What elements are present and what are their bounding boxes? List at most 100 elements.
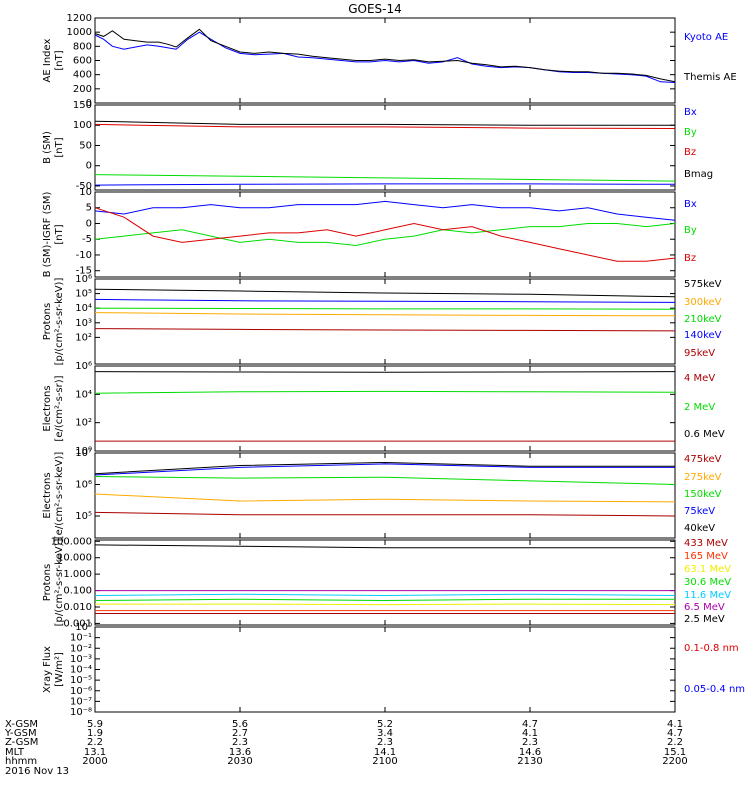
legend-entry: 2.5 MeV bbox=[684, 614, 725, 625]
x-row-label: MLT bbox=[5, 747, 25, 758]
legend-entry: Bz bbox=[684, 147, 696, 158]
legend-entry: 75keV bbox=[684, 506, 715, 517]
series-line-protons-4 bbox=[94, 328, 676, 332]
panel-frame bbox=[94, 104, 676, 191]
x-row-value: 2.7 bbox=[232, 728, 248, 739]
legend-entry: 0.6 MeV bbox=[684, 429, 725, 440]
x-row-value: 2100 bbox=[372, 756, 397, 767]
series-line-electrons1-1 bbox=[94, 390, 676, 394]
panel-frame bbox=[94, 626, 676, 713]
y-tick-label: 400 bbox=[73, 70, 92, 81]
series-line-protons-2 bbox=[94, 307, 676, 310]
y-tick-label: 100 bbox=[73, 120, 92, 131]
x-row-value: 13.1 bbox=[84, 747, 106, 758]
legend-entry: 150keV bbox=[684, 489, 722, 500]
legend-entry: Bz bbox=[684, 253, 696, 264]
x-row-value: 2000 bbox=[82, 756, 107, 767]
y-tick-label: 200 bbox=[73, 84, 92, 95]
date-label: 2016 Nov 13 bbox=[5, 766, 69, 777]
series-line-electrons2-0 bbox=[94, 511, 676, 517]
y-tick-label: 0 bbox=[86, 218, 92, 229]
series-line-bigrf-1 bbox=[94, 223, 676, 247]
x-axis-annotations: X-GSM 5.9 5.6 5.2 4.7 4.1Y-GSM 1.9 2.7 3.4 4.1 4.7… bbox=[4, 719, 688, 767]
panel-protons2: 0.001 0.010 0.100 1.000 10.000 100.000 Protons… bbox=[42, 536, 731, 629]
y-axis-label: [nT] bbox=[54, 50, 65, 70]
x-row-value: 14.1 bbox=[374, 747, 396, 758]
x-row-value: 14.6 bbox=[519, 747, 541, 758]
x-row-value: 2130 bbox=[517, 756, 542, 767]
y-tick-label: -5 bbox=[82, 234, 92, 245]
y-axis-label: AE Index bbox=[42, 38, 53, 82]
y-tick-label: 10⁻² bbox=[70, 643, 92, 654]
legend-entry: 4 MeV bbox=[684, 373, 715, 384]
legend-entry: 275keV bbox=[684, 472, 722, 483]
y-axis-label: [nT] bbox=[54, 224, 65, 244]
legend-entry: By bbox=[684, 225, 697, 236]
x-row-value: 5.2 bbox=[377, 719, 393, 730]
y-tick-label: 10⁶ bbox=[75, 479, 92, 490]
plot-title: GOES-14 bbox=[348, 2, 402, 16]
y-tick-label: 10³ bbox=[75, 318, 92, 329]
series-line-protons2-6 bbox=[94, 544, 675, 549]
y-axis-label: [p/(cm²-s-sr-keV)] bbox=[54, 539, 65, 627]
legend-entry: Bx bbox=[684, 199, 697, 210]
legend-entry: 11.6 MeV bbox=[684, 590, 731, 601]
y-axis-label: [p/(cm²-s-sr-keV)] bbox=[54, 278, 65, 366]
y-tick-label: 10.000 bbox=[57, 553, 92, 564]
legend-entry: 165 MeV bbox=[684, 551, 728, 562]
legend-entry: 63.1 MeV bbox=[684, 564, 731, 575]
legend-entry: 475keV bbox=[684, 454, 722, 465]
y-tick-label: 10 bbox=[79, 187, 92, 198]
y-tick-label: 10² bbox=[75, 332, 92, 343]
panel-protons: 10² 10³ 10⁴ 10⁵ 10⁶ Protons [p/(cm²-s-sr-keV)]… bbox=[42, 274, 722, 365]
series-line-bsm-2 bbox=[94, 123, 676, 129]
y-tick-label: 0 bbox=[86, 98, 92, 109]
x-row-label: Y-GSM bbox=[4, 728, 37, 739]
y-tick-label: 10⁻⁴ bbox=[70, 665, 92, 676]
legend-entry: Themis AE bbox=[683, 72, 737, 83]
x-row-value: 1.9 bbox=[87, 728, 103, 739]
y-tick-label: -15 bbox=[76, 266, 92, 277]
series-line-protons-1 bbox=[94, 312, 676, 317]
y-tick-label: 1.000 bbox=[63, 569, 92, 580]
series-line-electrons2-2 bbox=[94, 476, 676, 485]
y-tick-label: 10⁻⁷ bbox=[70, 696, 92, 707]
y-tick-label: 10⁻³ bbox=[70, 654, 92, 665]
y-tick-label: 10⁻⁵ bbox=[70, 675, 92, 686]
panel-frame bbox=[94, 539, 676, 626]
x-row-value: 2200 bbox=[662, 756, 687, 767]
legend-entry: 40keV bbox=[684, 523, 715, 534]
y-axis-label: Electrons bbox=[42, 385, 53, 431]
y-tick-label: 0.100 bbox=[63, 586, 92, 597]
series-line-ae-0 bbox=[94, 31, 676, 83]
x-row-value: 15.1 bbox=[664, 747, 686, 758]
y-tick-label: 1000 bbox=[67, 27, 92, 38]
x-row-value: 5.9 bbox=[87, 719, 103, 730]
series-line-electrons2-1 bbox=[94, 493, 676, 503]
legend-entry: 300keV bbox=[684, 297, 722, 308]
legend-entry: 433 MeV bbox=[684, 538, 728, 549]
panel-ae: 0 200 400 600 800 1000 1200 AE Index [nT] Kyoto A… bbox=[42, 13, 737, 109]
y-axis-label: Protons bbox=[42, 564, 53, 601]
y-tick-label: 10⁻⁸ bbox=[70, 707, 92, 718]
series-line-electrons1-2 bbox=[94, 371, 676, 373]
panel-bigrf: -15 -10 -5 0 5 10 B (SM)-IGRF (SM) [nT] Bx By Bz bbox=[42, 187, 697, 278]
y-tick-label: 10⁷ bbox=[75, 448, 92, 459]
panel-frame bbox=[94, 278, 676, 365]
y-tick-label: 10⁵ bbox=[75, 289, 92, 300]
series-line-protons2-3 bbox=[94, 598, 675, 602]
y-tick-label: 50 bbox=[79, 140, 92, 151]
series-line-electrons2-4 bbox=[94, 461, 675, 475]
y-axis-label: Electrons bbox=[42, 472, 53, 518]
series-line-bigrf-0 bbox=[94, 200, 676, 221]
legend-entry: 95keV bbox=[684, 348, 715, 359]
legend-entry: By bbox=[684, 127, 697, 138]
x-row-label: hhmm bbox=[5, 756, 37, 767]
legend-entry: Kyoto AE bbox=[684, 32, 728, 43]
series-line-bsm-1 bbox=[94, 174, 676, 182]
y-tick-label: 0 bbox=[86, 161, 92, 172]
y-tick-label: 10⁶ bbox=[75, 361, 92, 372]
y-tick-label: 10⁻⁶ bbox=[70, 686, 92, 697]
